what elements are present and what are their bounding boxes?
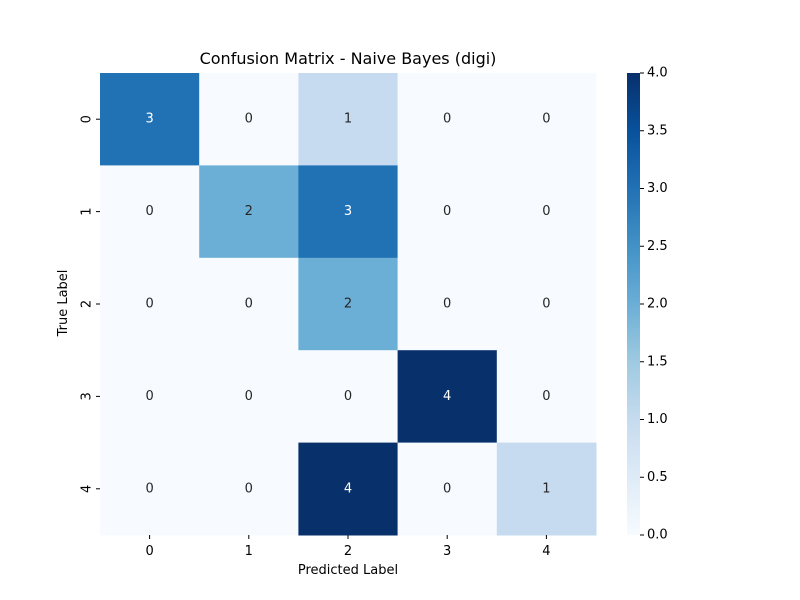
heatmap-grid: 3 0 1 0 0 0 2 3 0 0 0 0 2 0 0 0 0 0 4 0 0 0 4 0 1: [100, 73, 597, 536]
chart-title: Confusion Matrix - Naive Bayes (digi): [200, 49, 497, 68]
cell-value-label: 0: [443, 204, 451, 219]
colorbar-tick-label: 3.5: [647, 123, 668, 138]
y-axis: 0 1 2 3 4: [80, 115, 100, 493]
x-tick-label: 0: [145, 544, 153, 559]
heatmap-cell: [199, 257, 299, 351]
heatmap-cell: [298, 165, 399, 259]
colorbar-tick-label: 2.0: [647, 297, 668, 312]
colorbar-ticks: 0.0 0.5 1.0 1.5 2.0 2.5 3.0 3.5 4.0: [640, 66, 668, 543]
heatmap-cell: [100, 73, 200, 166]
heatmap-cell: [496, 73, 597, 166]
heatmap-cell: [100, 442, 200, 536]
heatmap-cell: [100, 257, 200, 351]
heatmap-cell: [298, 73, 399, 166]
cell-value-label: 0: [145, 204, 153, 219]
colorbar: [627, 73, 640, 535]
cell-value-label: 0: [443, 481, 451, 496]
cell-value-label: 3: [344, 204, 352, 219]
y-tick-label: 3: [80, 392, 95, 400]
heatmap-cell: [199, 350, 299, 444]
cell-value-label: 2: [344, 297, 352, 312]
heatmap-cell: [298, 442, 399, 536]
heatmap-cell: [298, 257, 399, 351]
colorbar-tick-label: 4.0: [647, 66, 668, 81]
heatmap-cell: [298, 350, 399, 444]
cell-value-label: 1: [344, 112, 352, 127]
colorbar-tick-label: 2.5: [647, 239, 668, 254]
heatmap-cell: [397, 442, 498, 536]
heatmap-cell: [199, 73, 299, 166]
heatmap-cell: [199, 165, 299, 259]
cell-value-label: 0: [344, 389, 352, 404]
heatmap-cell: [397, 350, 498, 444]
x-axis-label: Predicted Label: [298, 563, 398, 578]
cell-value-label: 2: [245, 204, 253, 219]
y-tick-label: 4: [80, 485, 95, 493]
y-axis-label: True Label: [56, 270, 71, 338]
cell-value-label: 0: [245, 389, 253, 404]
x-axis: 0 1 2 3 4: [145, 535, 551, 559]
heatmap-cell: [397, 165, 498, 259]
cell-value-label: 0: [145, 297, 153, 312]
heatmap-cell: [100, 350, 200, 444]
cell-value-label: 0: [443, 297, 451, 312]
cell-value-label: 0: [245, 297, 253, 312]
heatmap-cell: [496, 442, 597, 536]
cell-value-label: 0: [145, 481, 153, 496]
heatmap-cell: [397, 257, 498, 351]
cell-value-label: 0: [443, 112, 451, 127]
y-tick-label: 0: [80, 115, 95, 123]
cell-value-label: 0: [542, 112, 550, 127]
heatmap-cell: [397, 73, 498, 166]
colorbar-tick-label: 0.0: [647, 528, 668, 543]
cell-value-label: 4: [443, 389, 451, 404]
x-tick-label: 4: [542, 544, 550, 559]
y-tick-label: 2: [80, 300, 95, 308]
cell-value-label: 0: [245, 112, 253, 127]
colorbar-tick-label: 3.0: [647, 181, 668, 196]
cell-value-label: 4: [344, 481, 352, 496]
heatmap-cell: [199, 442, 299, 536]
cell-value-label: 1: [542, 481, 550, 496]
colorbar-tick-label: 1.0: [647, 412, 668, 427]
colorbar-tick-label: 1.5: [647, 354, 668, 369]
cell-value-label: 0: [542, 204, 550, 219]
cell-value-label: 0: [542, 297, 550, 312]
cell-value-label: 0: [542, 389, 550, 404]
cell-value-label: 3: [145, 112, 153, 127]
heatmap-cell: [496, 257, 597, 351]
colorbar-tick-label: 0.5: [647, 470, 668, 485]
x-tick-label: 2: [344, 544, 352, 559]
heatmap-cell: [100, 165, 200, 259]
heatmap-cell: [496, 165, 597, 259]
y-tick-label: 1: [80, 207, 95, 215]
cell-value-label: 0: [145, 389, 153, 404]
x-tick-label: 1: [245, 544, 253, 559]
heatmap-cell: [496, 350, 597, 444]
x-tick-label: 3: [443, 544, 451, 559]
cell-value-label: 0: [245, 481, 253, 496]
